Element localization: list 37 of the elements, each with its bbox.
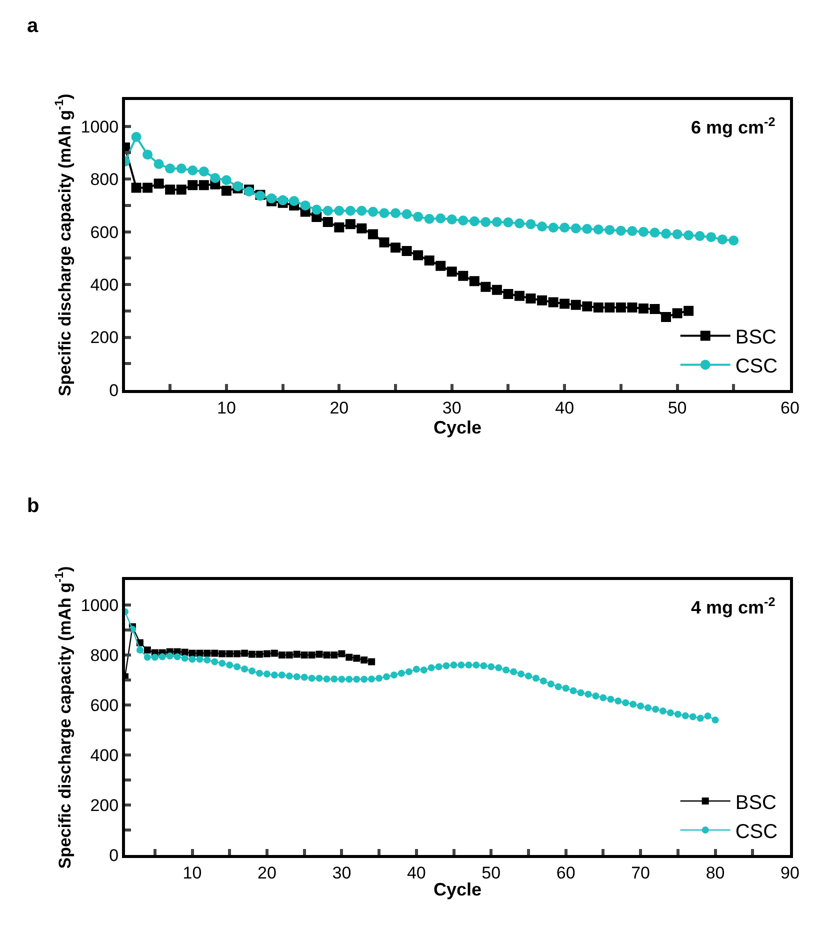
legend-label: BSC — [735, 792, 776, 814]
y-tick-label: 0 — [109, 380, 119, 400]
legend-label: CSC — [735, 356, 778, 378]
x-tick-label: 10 — [216, 398, 236, 418]
chart-title: a — [27, 15, 39, 37]
x-tick-label: 20 — [258, 863, 276, 882]
y-tick-label: 200 — [90, 328, 119, 348]
x-tick-label: 60 — [780, 398, 800, 418]
chart-title: b — [27, 495, 40, 517]
x-tick-label: 40 — [406, 863, 426, 882]
x-tick-label: 40 — [555, 398, 574, 418]
x-axis-title: Cycle — [433, 417, 482, 438]
x-tick-label: 90 — [780, 863, 800, 882]
y-tick-label: 1000 — [80, 596, 119, 615]
y-tick-label: 800 — [90, 646, 119, 665]
y-tick-label: 400 — [90, 276, 119, 294]
annotation: 4 mg cm$^{-2}$ — [691, 595, 776, 618]
y-tick-label: 600 — [90, 696, 119, 715]
x-tick-label: 20 — [330, 398, 349, 418]
x-tick-label: 60 — [556, 863, 576, 882]
x-tick-label: 30 — [332, 863, 352, 882]
x-tick-label: 50 — [482, 863, 501, 882]
y-tick-label: 200 — [90, 796, 119, 815]
y-tick-label: 0 — [109, 846, 119, 865]
x-tick-label: 80 — [706, 863, 725, 882]
x-axis-title: Cycle — [433, 880, 482, 900]
x-tick-label: 10 — [182, 863, 202, 882]
x-tick-label: 70 — [631, 863, 650, 882]
x-tick-label: 30 — [442, 398, 462, 418]
y-tick-label: 1000 — [80, 117, 119, 136]
y-tick-label: 600 — [90, 222, 119, 242]
legend-label: CSC — [735, 820, 778, 843]
x-tick-label: 50 — [668, 398, 687, 418]
y-tick-label: 800 — [90, 170, 119, 190]
y-tick-label: 400 — [90, 746, 119, 765]
legend-label: BSC — [735, 326, 776, 348]
annotation: 6 mg cm$^{-2}$ — [691, 115, 776, 138]
